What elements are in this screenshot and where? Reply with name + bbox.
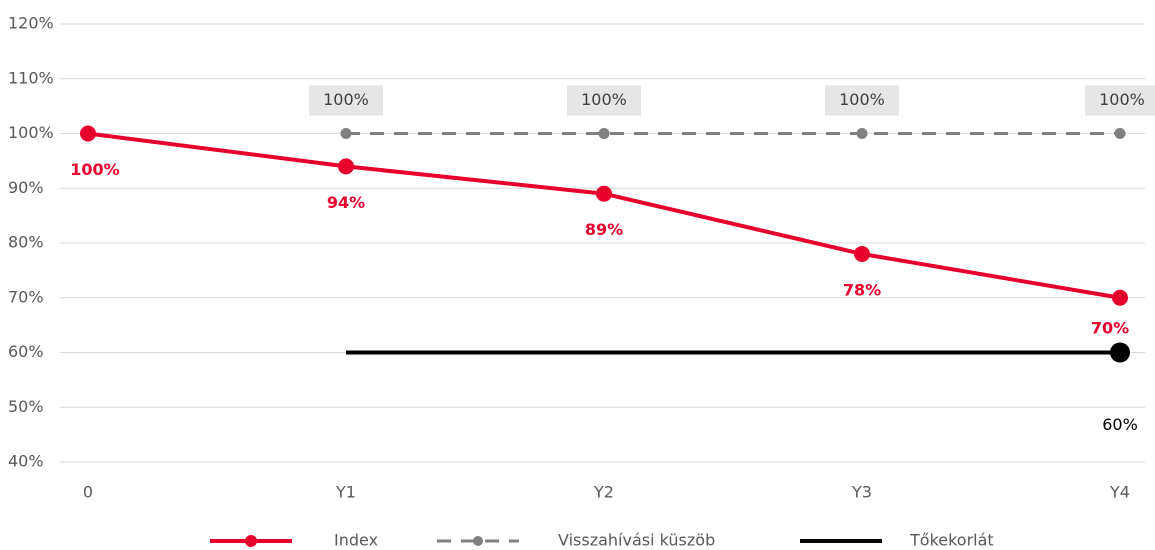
y-tick-label: 100% [8,123,54,142]
y-tick-label: 110% [8,68,54,87]
x-tick-label: Y3 [851,483,872,502]
point-marker [338,158,354,175]
x-tick-label: Y2 [593,483,614,502]
y-tick-label: 40% [8,452,44,471]
point-marker [596,185,612,202]
x-tick-label: Y1 [335,483,356,502]
data-label: 60% [1102,415,1138,434]
point-marker [1110,342,1130,363]
data-label: 100% [323,90,369,109]
data-label: 89% [585,220,623,239]
legend-marker [473,536,483,546]
data-label: 94% [327,193,365,212]
x-tick-label: Y4 [1109,483,1130,502]
y-tick-label: 60% [8,342,44,361]
legend-marker [245,535,257,547]
point-marker [598,128,610,139]
y-tick-label: 50% [8,397,44,416]
data-label-box [825,85,899,116]
legend-label: Tőkekorlát [909,531,994,550]
point-marker [340,128,352,139]
point-marker [1114,128,1126,139]
y-tick-label: 90% [8,178,44,197]
point-marker [80,125,96,142]
legend-label: Visszahívási küszöb [558,531,715,550]
data-label: 70% [1091,318,1129,337]
data-label: 100% [1099,90,1145,109]
y-tick-label: 120% [8,14,54,33]
x-tick-label: 0 [83,483,93,502]
data-label: 100% [70,160,119,179]
point-marker [1112,289,1128,306]
legend-label: Index [334,531,378,550]
data-label-box [309,85,383,116]
data-label: 100% [581,90,627,109]
point-marker [856,128,868,139]
data-label-box [1085,85,1155,116]
point-marker [854,245,870,262]
series-line [87,131,1121,300]
data-label-box [567,85,641,116]
y-tick-label: 80% [8,233,44,252]
data-label: 100% [839,90,885,109]
data-label: 78% [843,280,881,299]
y-tick-label: 70% [8,287,44,306]
